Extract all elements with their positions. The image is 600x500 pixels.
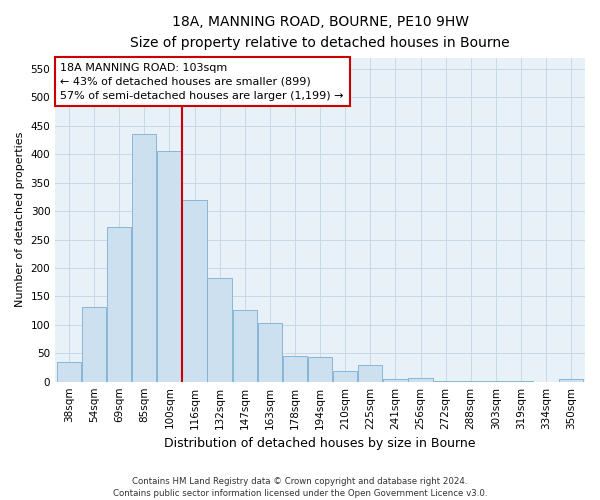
Bar (458, 381, 483, 382)
Text: Contains HM Land Registry data © Crown copyright and database right 2024.
Contai: Contains HM Land Registry data © Crown c… (113, 476, 487, 498)
Bar (233, 310, 257, 382)
Bar (509, 381, 533, 382)
Bar (308, 356, 332, 382)
Bar (433, 380, 458, 382)
Bar (208, 278, 232, 382)
Bar (132, 134, 157, 382)
Bar (383, 379, 407, 382)
Title: 18A, MANNING ROAD, BOURNE, PE10 9HW
Size of property relative to detached houses: 18A, MANNING ROAD, BOURNE, PE10 9HW Size… (130, 15, 510, 50)
Bar (257, 323, 282, 382)
Bar (182, 200, 207, 382)
Y-axis label: Number of detached properties: Number of detached properties (15, 132, 25, 308)
Text: 18A MANNING ROAD: 103sqm
← 43% of detached houses are smaller (899)
57% of semi-: 18A MANNING ROAD: 103sqm ← 43% of detach… (61, 62, 344, 100)
Bar (82, 306, 106, 382)
X-axis label: Distribution of detached houses by size in Bourne: Distribution of detached houses by size … (164, 437, 476, 450)
Bar (283, 356, 307, 382)
Bar (409, 378, 433, 382)
Bar (157, 152, 182, 382)
Bar (107, 227, 131, 382)
Bar (333, 372, 358, 382)
Bar (358, 364, 382, 382)
Bar (484, 380, 508, 382)
Bar (559, 379, 583, 382)
Bar (57, 362, 81, 382)
